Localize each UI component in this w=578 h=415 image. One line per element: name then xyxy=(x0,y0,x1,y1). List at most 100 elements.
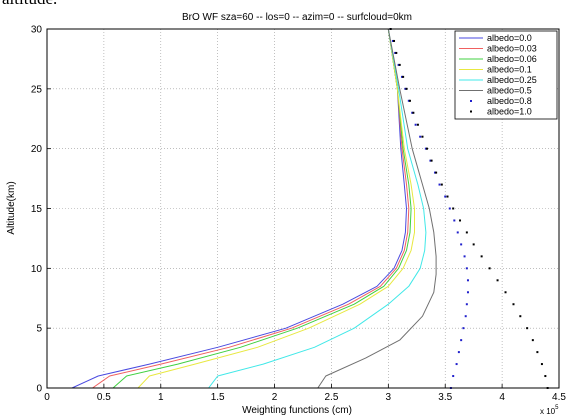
series-point xyxy=(391,39,394,42)
series-point xyxy=(446,195,449,198)
chart-title: BrO WF sza=60 -- los=0 -- azim=0 -- surf… xyxy=(182,12,412,23)
y-axis-ticks: 0 5 10 15 20 25 30 xyxy=(31,25,51,395)
series-point xyxy=(419,135,422,138)
series-point xyxy=(448,207,451,210)
legend-swatch xyxy=(470,100,472,102)
x-tick-label: 4.5 xyxy=(552,392,566,403)
series-point xyxy=(433,171,436,174)
series-point xyxy=(426,147,429,150)
series-point xyxy=(459,219,462,222)
series-point xyxy=(465,267,468,270)
series-point xyxy=(463,255,466,258)
series-point xyxy=(440,183,443,186)
series-point xyxy=(464,315,467,318)
series-point xyxy=(394,51,397,54)
series-point xyxy=(424,147,427,150)
series-point xyxy=(465,231,468,234)
series-point xyxy=(480,255,483,258)
legend-label: albedo=0.25 xyxy=(487,75,537,85)
legend-box xyxy=(454,30,558,120)
y-tick-label: 0 xyxy=(36,384,42,395)
y-axis-label: Altitude(km) xyxy=(6,181,17,234)
legend-label: albedo=0.0 xyxy=(487,33,532,43)
series-point xyxy=(395,51,398,54)
legend-label: albedo=0.5 xyxy=(487,86,532,96)
series-point xyxy=(496,279,499,282)
x-tick-label: 4 xyxy=(499,392,505,403)
series-point xyxy=(460,339,463,342)
series-line xyxy=(317,28,437,389)
series-point xyxy=(460,243,463,246)
series-point xyxy=(429,159,432,162)
series-point xyxy=(444,195,447,198)
x-multiplier-exponent: 5 xyxy=(555,405,559,411)
legend-label: albedo=0.1 xyxy=(487,65,532,75)
series-point xyxy=(400,75,403,78)
series-point xyxy=(466,279,469,282)
series-point xyxy=(457,351,460,354)
x-axis-label: Weighting functions (cm) xyxy=(242,405,352,415)
series-line xyxy=(71,28,407,389)
series-point xyxy=(544,375,547,378)
legend-label: albedo=0.06 xyxy=(487,54,537,64)
y-tick-label: 15 xyxy=(31,204,43,215)
series-point xyxy=(465,303,468,306)
x-multiplier-base: x 10 xyxy=(540,407,556,415)
x-tick-label: 3.5 xyxy=(438,392,452,403)
legend-label: albedo=0.8 xyxy=(487,96,532,106)
legend: albedo=0.0albedo=0.03albedo=0.06albedo=0… xyxy=(454,30,558,120)
series-point xyxy=(531,339,534,342)
series-point xyxy=(455,363,458,366)
x-tick-label: 3 xyxy=(386,392,392,403)
series-point xyxy=(414,123,417,126)
x-tick-label: 0 xyxy=(44,392,50,403)
series-point xyxy=(397,63,400,66)
series-point xyxy=(472,243,475,246)
series-point xyxy=(430,159,433,162)
series-line xyxy=(112,28,412,389)
x-tick-label: 0.5 xyxy=(97,392,111,403)
series-point xyxy=(416,123,419,126)
series-point xyxy=(466,291,469,294)
series-point xyxy=(404,87,407,90)
legend-swatch xyxy=(470,110,472,113)
y-tick-label: 20 xyxy=(31,144,43,155)
y-tick-label: 10 xyxy=(31,264,43,275)
series-point xyxy=(438,183,441,186)
series-point xyxy=(540,363,543,366)
x-axis-multiplier: x 105 xyxy=(540,405,559,415)
y-tick-label: 25 xyxy=(31,84,43,95)
series-line xyxy=(92,28,410,389)
series-point xyxy=(411,111,414,114)
x-tick-label: 1.5 xyxy=(211,392,225,403)
series-point xyxy=(504,291,507,294)
series-point xyxy=(488,267,491,270)
legend-label: albedo=1.0 xyxy=(487,107,532,117)
series-point xyxy=(452,375,455,378)
x-tick-label: 1 xyxy=(158,392,164,403)
series-point xyxy=(452,207,455,210)
series-point xyxy=(421,135,424,138)
series-point xyxy=(412,111,415,114)
series-point xyxy=(453,219,456,222)
y-tick-label: 30 xyxy=(31,25,43,36)
series-point xyxy=(512,303,515,306)
series-layer xyxy=(71,28,549,389)
series-point xyxy=(526,327,529,330)
series-point xyxy=(536,351,539,354)
x-tick-label: 2 xyxy=(272,392,278,403)
page-caption: altitude. xyxy=(2,0,57,9)
series-point xyxy=(407,99,410,102)
series-point xyxy=(405,87,408,90)
legend-label: albedo=0.03 xyxy=(487,44,537,54)
y-tick-label: 5 xyxy=(36,324,42,335)
series-line xyxy=(137,28,415,389)
series-point xyxy=(519,315,522,318)
series-point xyxy=(402,75,405,78)
series-point xyxy=(393,39,396,42)
series-point xyxy=(435,171,438,174)
series-point xyxy=(408,99,411,102)
series-point xyxy=(398,63,401,66)
x-axis-ticks: 0 0.5 1 1.5 2 2.5 3 3.5 4 4.5 xyxy=(44,384,566,403)
